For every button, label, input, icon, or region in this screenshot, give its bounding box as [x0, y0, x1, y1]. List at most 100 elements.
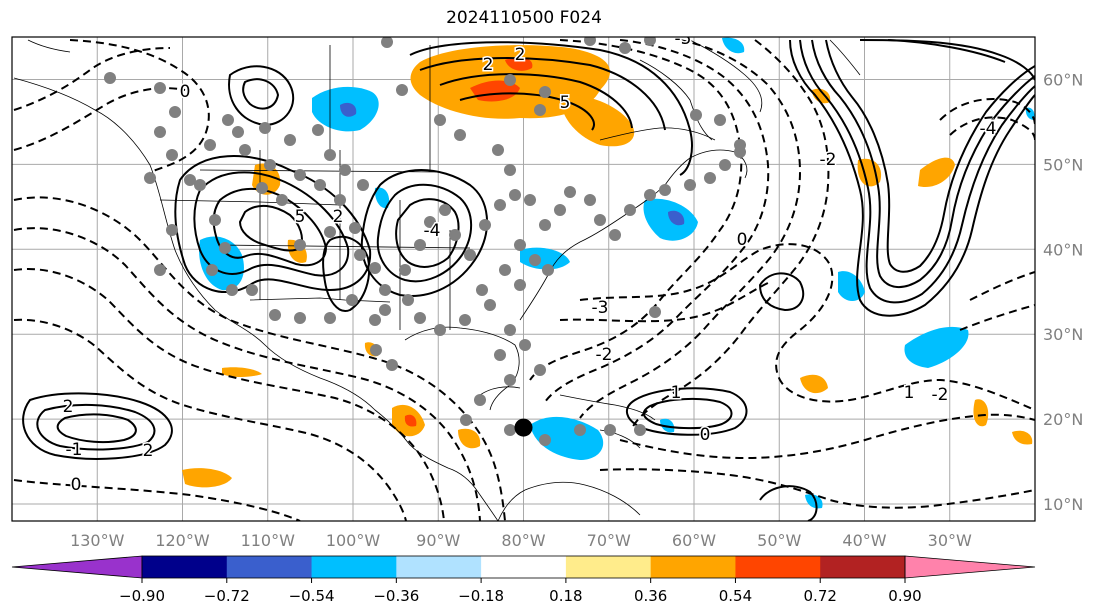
- station-dot: [534, 364, 546, 376]
- lon-label: 30°W: [928, 531, 972, 550]
- station-dot: [414, 239, 426, 251]
- contour-label: -5: [675, 29, 692, 49]
- lon-label: 50°W: [757, 531, 801, 550]
- station-dot: [294, 312, 306, 324]
- station-dot: [474, 394, 486, 406]
- station-dot: [312, 124, 324, 136]
- shade-orange: [918, 157, 955, 188]
- colorbar-tick-label: 0.18: [549, 587, 582, 605]
- shade-orange: [800, 374, 828, 394]
- station-dot: [504, 424, 516, 436]
- map-layers: 5 2 -4 5 2 0 -5 2 1 2 -1 2 0 -2 -4 0 1 -2 -3 -2 0: [13, 29, 1035, 521]
- station-dot: [454, 129, 466, 141]
- colorbar-tick-label: −0.54: [289, 587, 335, 605]
- station-dot: [194, 179, 206, 191]
- station-dot: [494, 349, 506, 361]
- station-dot: [294, 239, 306, 251]
- shade-orange: [857, 158, 882, 187]
- station-dot: [594, 214, 606, 226]
- lon-label: 70°W: [587, 531, 631, 550]
- station-dot: [494, 199, 506, 211]
- contour-label: 1: [671, 383, 682, 403]
- colorbar-segment: [820, 556, 906, 578]
- station-dot: [514, 279, 526, 291]
- lon-label: 80°W: [501, 531, 545, 550]
- station-dot: [509, 189, 521, 201]
- station-dot: [386, 359, 398, 371]
- station-dot: [714, 114, 726, 126]
- colorbar-tick-label: 0.72: [804, 587, 837, 605]
- shade-orange: [1012, 430, 1033, 445]
- station-dot: [476, 284, 488, 296]
- station-dot: [659, 184, 671, 196]
- station-dot: [346, 294, 358, 306]
- station-dot: [222, 114, 234, 126]
- coastlines: [13, 39, 861, 521]
- station-dot: [396, 84, 408, 96]
- station-dot: [649, 306, 661, 318]
- colorbar-segment: [396, 556, 482, 578]
- contour-label: -2: [596, 345, 613, 365]
- shade-orange: [222, 367, 262, 377]
- colorbar-tick-labels: −0.90 −0.72 −0.54 −0.36 −0.18 0.18 0.36 0.54 0.7…: [119, 578, 922, 605]
- lat-label: 20°N: [1043, 410, 1083, 429]
- station-dot: [206, 264, 218, 276]
- lon-label: 110°W: [241, 531, 296, 550]
- colorbar-extend-left: [11, 555, 143, 579]
- station-dot: [154, 264, 166, 276]
- station-dot: [284, 134, 296, 146]
- station-dot: [619, 42, 631, 54]
- contours-dashed: [13, 39, 1035, 521]
- station-dot: [539, 86, 551, 98]
- colorbar-tick-label: 0.36: [634, 587, 667, 605]
- lon-label: 90°W: [416, 531, 460, 550]
- contour-label: 2: [333, 207, 344, 227]
- lon-label: 130°W: [70, 531, 125, 550]
- station-dot: [169, 106, 181, 118]
- station-dot: [539, 219, 551, 231]
- station-dot: [464, 249, 476, 261]
- contour-label: -2: [820, 150, 837, 170]
- station-dot: [504, 374, 516, 386]
- contour-label: 1: [904, 383, 915, 403]
- colorbar-frame: [141, 555, 906, 579]
- station-dot: [690, 109, 702, 121]
- station-dot: [504, 74, 516, 86]
- station-dot: [539, 434, 551, 446]
- station-dot: [704, 172, 716, 184]
- station-dot: [479, 219, 491, 231]
- colorbar-segment: [735, 556, 821, 578]
- colorbar-tick-label: −0.18: [458, 587, 504, 605]
- station-dot: [434, 324, 446, 336]
- station-dot: [604, 424, 616, 436]
- station-dot: [357, 179, 369, 191]
- station-dot: [684, 179, 696, 191]
- station-dot: [104, 72, 116, 84]
- station-dot: [624, 204, 636, 216]
- station-markers: [104, 37, 746, 446]
- station-dot: [460, 414, 472, 426]
- shade-red: [404, 414, 417, 427]
- shade-orange: [182, 468, 232, 488]
- lon-label: 100°W: [326, 531, 381, 550]
- lon-label: 40°W: [842, 531, 886, 550]
- station-dot: [269, 309, 281, 321]
- shade-navy: [668, 210, 685, 226]
- station-dot: [524, 194, 536, 206]
- station-dot: [644, 189, 656, 201]
- shade-blue: [199, 236, 244, 291]
- lat-label: 60°N: [1043, 70, 1083, 89]
- shade-orange: [812, 88, 831, 104]
- station-dot: [379, 304, 391, 316]
- station-dot: [574, 424, 586, 436]
- station-dot: [554, 204, 566, 216]
- station-dot: [324, 149, 336, 161]
- contour-label: 0: [180, 82, 191, 102]
- colorbar-tick-label: −0.90: [119, 587, 165, 605]
- station-dot: [734, 139, 746, 151]
- station-dot: [264, 159, 276, 171]
- station-dot: [644, 37, 656, 46]
- station-dot: [542, 264, 554, 276]
- contour-label: 2: [143, 441, 154, 461]
